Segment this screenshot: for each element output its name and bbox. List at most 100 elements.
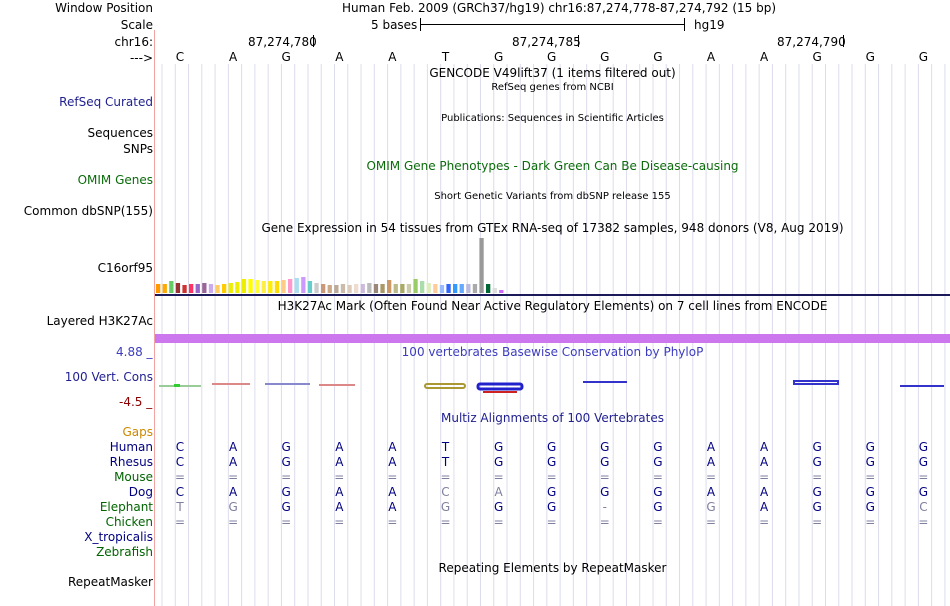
gtex-bar[interactable] [373,284,379,293]
position-2-tick [578,35,579,47]
alignment-base: G [600,485,610,499]
gtex-bar[interactable] [406,284,412,293]
omim-label[interactable]: OMIM Genes [77,173,153,187]
gtex-bar[interactable] [248,279,253,293]
species-label[interactable]: Human [109,440,153,454]
window-position-label: Window Position [55,1,153,15]
gtex-bar[interactable] [354,284,359,293]
alignment-base: A [759,500,769,514]
alignment-base: = [281,515,292,529]
species-label[interactable]: Zebrafish [96,545,153,559]
gtex-bar[interactable] [241,279,247,293]
gtex-bar[interactable] [466,284,471,293]
alignment-base: G [281,455,291,469]
window-position-text[interactable]: Human Feb. 2009 (GRCh37/hg19) chr16:87,2… [342,1,777,15]
species-label[interactable]: Gaps [122,425,153,439]
alignment-base: G [653,485,663,499]
species-label[interactable]: Chicken [105,515,153,529]
gtex-bar[interactable] [334,285,339,293]
gtex-bar-chart[interactable] [155,236,950,296]
gtex-bar[interactable] [169,281,174,293]
repeatmasker-label[interactable]: RepeatMasker [67,575,153,589]
gtex-bar[interactable] [367,283,372,293]
gtex-bar[interactable] [472,284,478,293]
gtex-bar[interactable] [175,283,181,293]
gtex-bar[interactable] [228,283,233,293]
gtex-bar[interactable] [426,283,431,293]
gtex-bar[interactable] [446,284,451,293]
gtex-bar[interactable] [162,284,167,293]
gtex-bar[interactable] [307,281,313,293]
gtex-bar[interactable] [268,281,273,293]
gtex-bar[interactable] [400,284,405,293]
gtex-baseline [155,294,950,296]
gtex-bar[interactable] [301,277,306,293]
dbsnp-label[interactable]: Common dbSNP(155) [23,204,153,218]
gtex-bar[interactable] [189,284,194,293]
gtex-bar[interactable] [439,285,445,293]
gtex-bar[interactable] [486,284,491,293]
alignment-base: G [547,455,557,469]
gtex-bar[interactable] [215,285,220,293]
gtex-bar[interactable] [294,278,299,293]
reference-base: A [706,50,716,64]
repeatmasker-title: Repeating Elements by RepeatMasker [438,561,667,575]
gtex-bar[interactable] [360,284,365,293]
gtex-bar[interactable] [459,284,464,293]
gtex-bar[interactable] [281,280,286,293]
gencode-title[interactable]: GENCODE V49lift37 (1 items filtered out) [429,66,676,80]
alignment-base: = [387,470,398,484]
gtex-bar[interactable] [202,283,207,293]
scale-assembly: hg19 [694,18,725,32]
gtex-bar[interactable] [314,283,319,293]
species-label[interactable]: X_tropicalis [84,530,153,544]
species-label[interactable]: Dog [128,485,153,499]
alignment-base: G [547,485,557,499]
gtex-bar[interactable] [255,280,260,293]
phylop-signal [159,380,944,393]
alignment-base: = [599,470,610,484]
gtex-bar[interactable] [433,284,438,293]
alignment-base: = [865,515,876,529]
cons-label[interactable]: 100 Vert. Cons [64,370,153,384]
species-label[interactable]: Mouse [114,470,153,484]
gtex-bar[interactable] [261,281,266,293]
reference-base: G [600,50,610,64]
gtex-bar[interactable] [274,281,280,293]
gtex-bar[interactable] [387,280,392,293]
alignment-base: = [493,515,504,529]
gtex-bar[interactable] [182,285,187,293]
gtex-bar[interactable] [413,279,418,293]
gtex-bar[interactable] [235,282,240,293]
alignment-base: C [175,440,185,454]
gtex-bar[interactable] [380,284,385,293]
species-label[interactable]: Rhesus [109,455,153,469]
gtex-bar[interactable] [327,285,332,293]
alignment-base: C [919,500,928,514]
gtex-bar[interactable] [347,285,352,293]
gtex-bar[interactable] [222,284,227,293]
refseq-label[interactable]: RefSeq Curated [59,95,153,109]
alignment-base: T [441,455,450,469]
omim-title: OMIM Gene Phenotypes - Dark Green Can Be… [366,159,739,173]
snps-label[interactable]: SNPs [123,142,153,156]
gtex-bar[interactable] [340,284,346,293]
gtex-bar[interactable] [288,279,293,293]
gtex-bar[interactable] [393,284,398,293]
h3k27ac-label[interactable]: Layered H3K27Ac [46,314,153,328]
gtex-bar[interactable] [499,290,504,293]
alignment-base: = [387,515,398,529]
gtex-bar[interactable] [321,284,326,293]
gtex-bar[interactable] [208,284,214,293]
alignment-base: G [600,455,610,469]
sequences-label[interactable]: Sequences [87,126,153,140]
gtex-bar[interactable] [156,284,161,293]
cons-max-label: 4.88 _ [116,345,153,359]
species-label[interactable]: Elephant [99,500,153,514]
gtex-bar[interactable] [492,288,497,293]
gtex-bar[interactable] [453,284,458,293]
gtex-bar[interactable] [420,281,425,293]
gtex-label[interactable]: C16orf95 [97,261,153,275]
gtex-bar[interactable] [479,238,484,293]
gtex-bar[interactable] [195,284,200,293]
